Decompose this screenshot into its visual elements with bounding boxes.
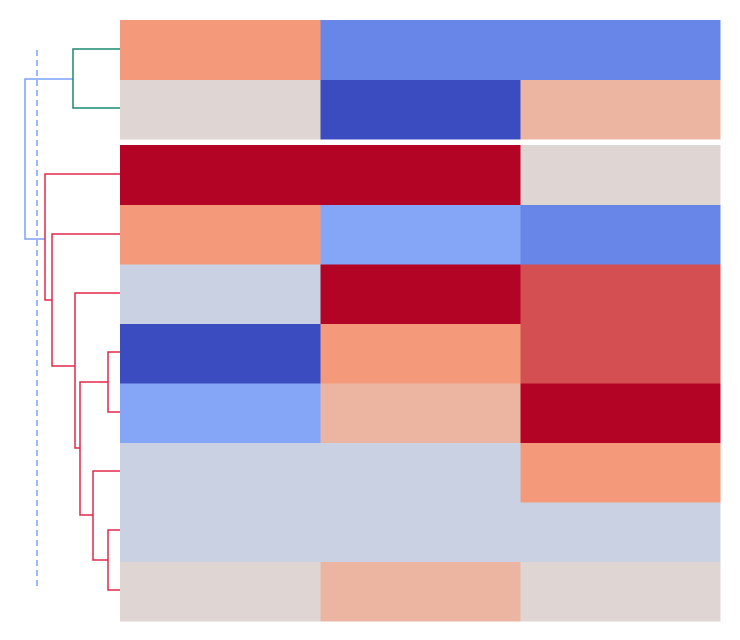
heatmap-cell: [120, 204, 321, 265]
heatmap-cell: [520, 561, 721, 622]
heatmap-cell: [320, 383, 521, 443]
heatmap-cell: [120, 442, 321, 503]
heatmap-cell: [120, 145, 321, 205]
heatmap-cell: [520, 145, 721, 205]
heatmap-cell: [520, 383, 721, 443]
heatmap-cell: [120, 264, 321, 324]
heatmap-cell: [520, 264, 721, 324]
heatmap-cell: [320, 204, 521, 265]
dendrogram-link: [24, 78, 73, 240]
heatmap-cell: [320, 79, 521, 140]
heatmap-cell: [520, 323, 721, 384]
dendrogram-link: [51, 233, 120, 367]
dendrogram-link: [107, 351, 120, 413]
dendrogram-link: [72, 48, 120, 109]
heatmap-cell: [120, 323, 321, 384]
dendrogram-link: [44, 173, 120, 301]
dendrogram-link: [74, 292, 120, 449]
heatmap-cell: [520, 204, 721, 265]
heatmap-cell: [320, 561, 521, 622]
dendrogram-link: [107, 529, 120, 591]
dendrogram: [24, 48, 120, 591]
heatmap-cell: [320, 264, 521, 324]
heatmap-cell: [520, 79, 721, 140]
heatmap-cell: [320, 323, 521, 384]
heatmap-cell: [120, 20, 321, 80]
heatmap-cell: [520, 20, 721, 80]
heatmap-cell: [520, 502, 721, 562]
dendrogram-link: [79, 381, 93, 516]
heatmap-cell: [320, 145, 521, 205]
dendrogram-link: [92, 470, 120, 561]
heatmap-cell: [320, 20, 521, 80]
heatmap-cell: [120, 502, 321, 562]
heatmap-cell: [120, 79, 321, 140]
heatmap-cell: [120, 383, 321, 443]
heatmap-cell: [320, 442, 521, 503]
heatmap-cell: [120, 561, 321, 622]
heatmap-cell: [320, 502, 521, 562]
heatmap-cell: [520, 442, 721, 503]
